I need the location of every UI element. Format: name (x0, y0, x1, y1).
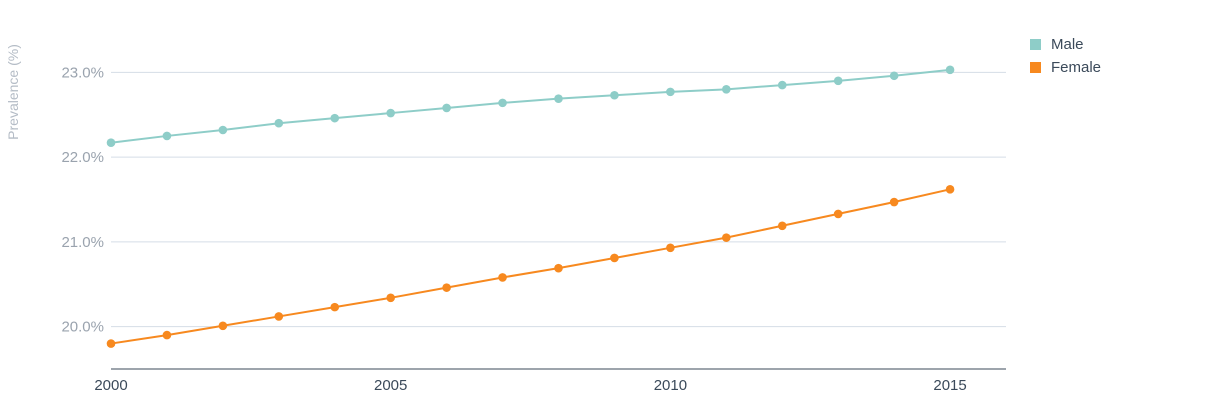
x-tick-label: 2005 (374, 377, 407, 394)
x-tick-labels: 2000 2005 2010 2015 (94, 377, 966, 394)
data-point-female[interactable] (889, 197, 899, 207)
data-point-male[interactable] (554, 94, 563, 103)
data-point-male[interactable] (498, 98, 507, 108)
data-point-female[interactable] (945, 185, 955, 194)
data-point-male[interactable] (722, 85, 731, 94)
series-male (106, 65, 955, 148)
series-line-female (110, 188, 951, 345)
x-tick-label: 2010 (654, 377, 687, 394)
data-point-female[interactable] (162, 330, 172, 340)
data-point-male[interactable] (666, 87, 675, 97)
y-axis-title: Prevalence (%) (5, 44, 21, 140)
y-tick-labels: 20.0% 21.0% 22.0% 23.0% (61, 64, 104, 335)
legend-label-male: Male (1051, 36, 1084, 53)
data-point-male[interactable] (889, 71, 899, 81)
data-point-male[interactable] (833, 76, 843, 86)
legend: Male Female (1030, 33, 1101, 79)
data-point-female[interactable] (386, 293, 395, 303)
data-point-male[interactable] (777, 80, 787, 90)
legend-label-female: Female (1051, 59, 1102, 76)
series-female (106, 185, 955, 348)
y-tick-label: 21.0% (61, 234, 104, 251)
data-point-male[interactable] (610, 90, 619, 100)
data-point-male[interactable] (386, 108, 395, 118)
legend-swatch-male (1030, 39, 1041, 50)
y-tick-label: 23.0% (61, 64, 104, 81)
data-point-female[interactable] (274, 312, 284, 321)
x-tick-label: 2015 (933, 377, 966, 394)
legend-swatch-female (1030, 62, 1041, 73)
data-point-female[interactable] (666, 243, 675, 253)
data-point-female[interactable] (610, 253, 619, 263)
data-point-female[interactable] (106, 339, 116, 348)
data-point-female[interactable] (330, 302, 340, 312)
data-point-female[interactable] (498, 273, 507, 282)
data-point-male[interactable] (218, 125, 228, 135)
data-point-female[interactable] (777, 221, 787, 231)
y-tick-label: 22.0% (61, 149, 104, 166)
gridlines (111, 71, 1006, 328)
data-point-female[interactable] (442, 283, 451, 292)
legend-item-female[interactable]: Female (1030, 56, 1101, 79)
series-group (106, 65, 955, 348)
data-point-male[interactable] (945, 65, 955, 75)
data-point-female[interactable] (722, 233, 731, 242)
data-point-female[interactable] (554, 263, 563, 273)
data-point-male[interactable] (106, 138, 116, 148)
data-point-male[interactable] (442, 103, 451, 113)
data-point-female[interactable] (833, 209, 843, 219)
data-point-male[interactable] (330, 113, 340, 123)
y-tick-label: 20.0% (61, 319, 104, 336)
data-point-female[interactable] (218, 321, 228, 331)
series-line-male (110, 68, 951, 144)
legend-item-male[interactable]: Male (1030, 33, 1101, 56)
x-tick-label: 2000 (94, 377, 127, 394)
data-point-male[interactable] (274, 118, 284, 128)
data-point-male[interactable] (162, 131, 172, 141)
